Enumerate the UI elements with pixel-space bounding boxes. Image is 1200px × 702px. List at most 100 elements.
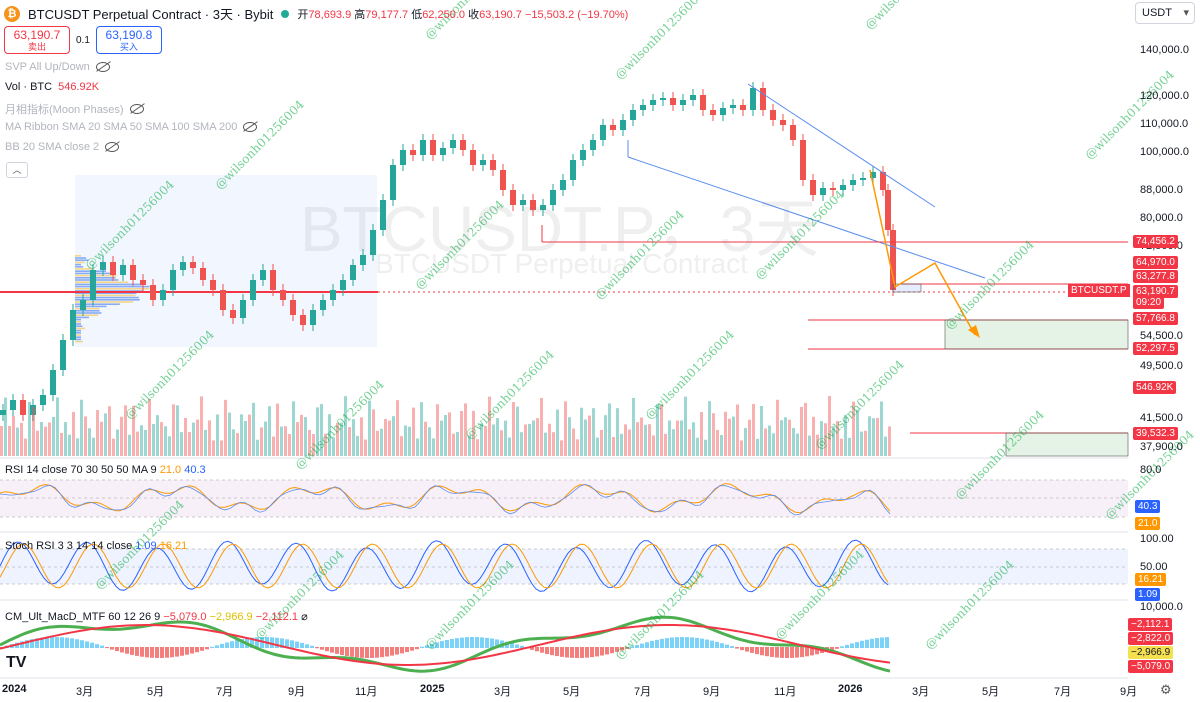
- volume-bar: [408, 426, 411, 456]
- indicator-ma-ribbon[interactable]: MA Ribbon SMA 20 SMA 50 SMA 100 SMA 200: [5, 121, 258, 133]
- macd-axis-label: 10,000.0: [1140, 601, 1183, 613]
- settings-gear-icon[interactable]: ⚙: [1160, 682, 1172, 697]
- volume-bar: [824, 423, 827, 456]
- macd-tag-3: −2,966.9: [1128, 646, 1174, 659]
- volume-bar: [84, 416, 87, 456]
- volume-bar: [580, 407, 583, 456]
- macd-histogram-bar: [865, 639, 869, 648]
- price-level-tag: 64,970.0: [1133, 256, 1178, 269]
- indicator-volume[interactable]: Vol · BTC 546.92K: [5, 81, 100, 93]
- buy-button[interactable]: 63,190.8 买入: [95, 26, 162, 54]
- candle-body: [460, 140, 466, 150]
- volume-bar: [80, 399, 83, 456]
- indicator-svp[interactable]: SVP All Up/Down: [5, 61, 110, 73]
- candle-body: [560, 180, 566, 190]
- volume-bar: [208, 420, 211, 456]
- hidden-eye-icon[interactable]: [95, 62, 110, 72]
- candle-body: [710, 110, 716, 115]
- volume-bar: [728, 418, 731, 456]
- macd-histogram-bar: [850, 643, 854, 648]
- candle-body: [700, 95, 706, 110]
- candle-body: [870, 172, 876, 178]
- volume-bar: [48, 422, 51, 456]
- volume-bar: [516, 406, 519, 456]
- macd-histogram-bar: [480, 637, 484, 648]
- candle-body: [885, 190, 891, 230]
- volume-bar: [852, 401, 855, 456]
- macd-histogram-bar: [35, 638, 39, 648]
- candle-body: [300, 315, 306, 325]
- price-level-tag: 52,297.5: [1133, 342, 1178, 355]
- hidden-eye-icon[interactable]: [243, 122, 258, 132]
- time-axis-label: 5月: [563, 686, 581, 698]
- volume-bar: [308, 429, 311, 456]
- hidden-eye-icon[interactable]: [129, 104, 144, 114]
- volume-bar: [748, 419, 751, 456]
- volume-bar: [56, 397, 59, 456]
- price-axis-label: 54,500.0: [1140, 330, 1183, 342]
- volume-bar: [212, 440, 215, 456]
- indicator-bb[interactable]: BB 20 SMA close 2: [5, 141, 120, 153]
- volume-bar: [776, 399, 779, 456]
- volume-bar: [768, 425, 771, 456]
- sell-button[interactable]: 63,190.7 卖出: [4, 26, 70, 54]
- volume-bar: [416, 438, 419, 456]
- candle-body: [680, 100, 686, 105]
- macd-histogram-bar: [580, 647, 584, 658]
- volume-bar: [196, 419, 199, 456]
- macd-histogram-bar: [160, 647, 164, 658]
- volume-profile-bar: [75, 325, 83, 327]
- candle-body: [660, 98, 666, 100]
- volume-bar: [112, 438, 115, 456]
- volume-bar: [692, 422, 695, 456]
- time-axis-label: 5月: [982, 686, 1000, 698]
- quantity-value[interactable]: 0.1: [76, 34, 90, 46]
- collapse-legend-button[interactable]: ︿: [6, 162, 28, 178]
- candle-body: [230, 310, 236, 318]
- macd-histogram-bar: [755, 647, 759, 655]
- candle-body: [780, 120, 786, 125]
- volume-bar: [812, 416, 815, 456]
- candle-body: [440, 148, 446, 155]
- rsi-ma-line: [0, 483, 891, 516]
- macd-histogram-bar: [100, 645, 104, 648]
- volume-bar: [760, 405, 763, 456]
- time-axis-label: 2026: [838, 683, 863, 695]
- macd-histogram-bar: [690, 637, 694, 648]
- hidden-eye-icon[interactable]: [105, 142, 120, 152]
- candle-body: [30, 405, 36, 415]
- candle-body: [220, 290, 226, 310]
- volume-bar: [836, 421, 839, 456]
- candle-body: [880, 172, 886, 190]
- macd-histogram-bar: [570, 647, 574, 658]
- volume-bar: [96, 410, 99, 456]
- indicator-moon-phases[interactable]: 月相指标(Moon Phases): [5, 101, 144, 117]
- macd-histogram-bar: [140, 647, 144, 657]
- symbol-title[interactable]: BTCUSDT Perpetual Contract · 3天 · Bybit: [28, 7, 274, 22]
- candle-body: [340, 280, 346, 290]
- volume-bar: [228, 412, 231, 456]
- volume-bar: [160, 422, 163, 456]
- stoch-legend[interactable]: Stoch RSI 3 3 14 14 close 1.09 16.21: [5, 540, 188, 552]
- macd-histogram-bar: [165, 647, 169, 658]
- macd-histogram-bar: [400, 647, 404, 654]
- macd-histogram-bar: [175, 647, 179, 657]
- macd-histogram-bar: [695, 637, 699, 648]
- macd-histogram-bar: [545, 647, 549, 654]
- volume-bar: [140, 425, 143, 456]
- volume-bar: [448, 412, 451, 456]
- currency-selector[interactable]: USDT: [1135, 2, 1195, 24]
- candle-body: [430, 140, 436, 155]
- candle-body: [690, 95, 696, 100]
- handle-watermark: @wilsonh01256004: [862, 0, 957, 32]
- volume-bar: [36, 430, 39, 456]
- macd-histogram-bar: [155, 647, 159, 658]
- macd-histogram-bar: [655, 639, 659, 648]
- candle-body: [60, 340, 66, 370]
- volume-bar: [72, 412, 75, 456]
- macd-histogram-bar: [110, 647, 114, 650]
- rsi-legend[interactable]: RSI 14 close 70 30 50 50 MA 9 21.0 40.3: [5, 464, 206, 476]
- macd-legend[interactable]: CM_Ult_MacD_MTF 60 12 26 9 −5,079.0 −2,9…: [5, 611, 308, 623]
- candle-body: [480, 160, 486, 165]
